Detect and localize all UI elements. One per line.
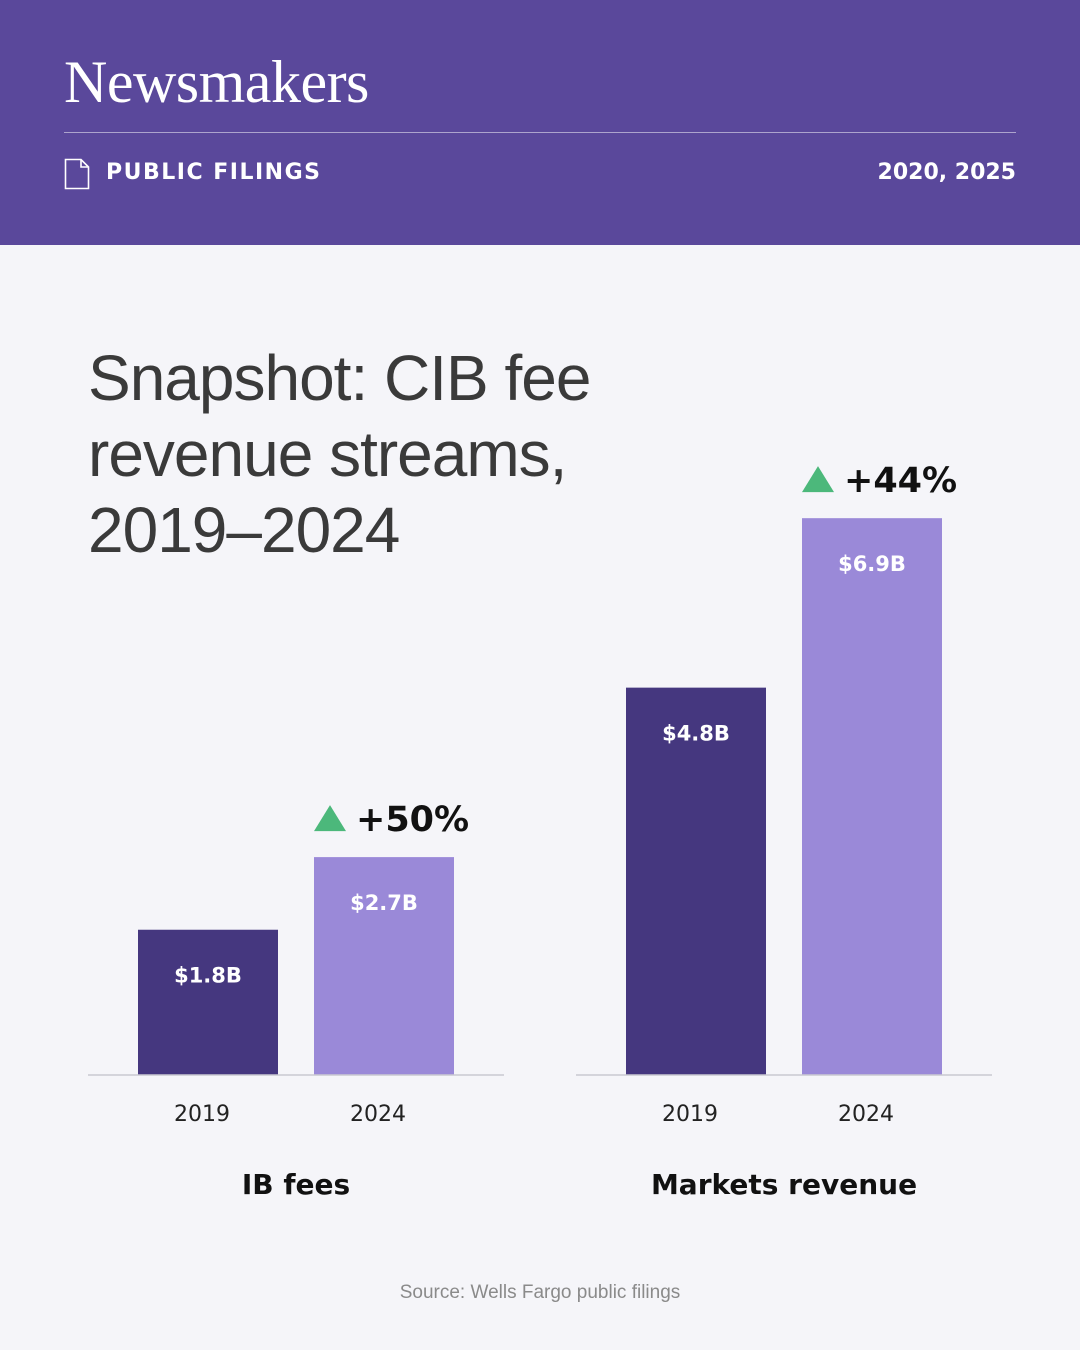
change-label: +50%: [356, 800, 469, 840]
source-note: Source: Wells Fargo public filings: [399, 1282, 681, 1303]
chart-title-line: 2019–2024: [88, 494, 400, 566]
bar: [626, 687, 766, 1075]
up-arrow-icon: [802, 466, 834, 493]
bar: [138, 929, 278, 1075]
bar-value-label: $1.8B: [174, 964, 242, 988]
chart-title-line: Snapshot: CIB fee: [88, 342, 591, 414]
bar: [802, 518, 942, 1075]
years-label: 2020, 2025: [877, 160, 1016, 185]
document-icon: [64, 158, 90, 190]
header-divider: [64, 132, 1016, 133]
change-label: +44%: [844, 461, 957, 501]
x-tick-label: 2019: [174, 1102, 230, 1127]
bar: [314, 857, 454, 1075]
bar-value-label: $2.7B: [350, 891, 418, 915]
section-label: PUBLIC FILINGS: [106, 160, 322, 185]
bar-value-label: $4.8B: [662, 722, 730, 746]
up-arrow-icon: [314, 805, 346, 832]
panel-title: Markets revenue: [651, 1168, 917, 1201]
brand-name: Newsmakers: [64, 49, 369, 115]
chart-title-line: revenue streams,: [88, 418, 567, 490]
x-tick-label: 2024: [838, 1102, 894, 1127]
panel-title: IB fees: [242, 1168, 350, 1201]
chart-title: Snapshot: CIB fee revenue streams, 2019–…: [88, 340, 648, 568]
bar-value-label: $6.9B: [838, 552, 906, 576]
x-tick-label: 2024: [350, 1102, 406, 1127]
x-tick-label: 2019: [662, 1102, 718, 1127]
header-banner: Newsmakers PUBLIC FILINGS 2020, 2025: [0, 0, 1080, 245]
